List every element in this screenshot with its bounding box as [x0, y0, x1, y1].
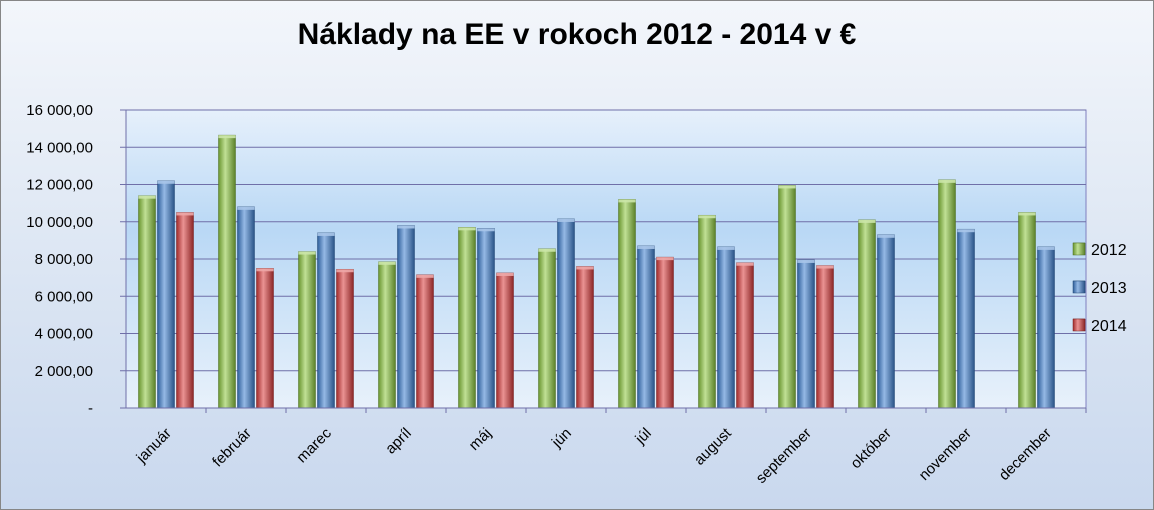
y-tick-label: 14 000,00: [26, 139, 93, 156]
bar-2014-február: [256, 268, 274, 409]
bar-cap: [778, 185, 796, 189]
x-tick-label: marec: [293, 424, 335, 466]
bar-2013-jún: [557, 218, 575, 409]
x-tick-label: október: [847, 425, 894, 472]
bar-2014-september: [816, 265, 834, 409]
bar-2013-február: [237, 206, 255, 409]
bar-cap: [717, 246, 735, 250]
bar-cap: [397, 225, 415, 229]
x-tick-label: máj: [466, 425, 495, 454]
bar-2013-september: [797, 259, 815, 409]
x-tick-label: november: [916, 425, 975, 484]
y-tick-label: 8 000,00: [35, 251, 93, 268]
x-tick-label: december: [996, 425, 1055, 484]
bar-2014-máj: [496, 272, 514, 409]
bar-2013-marec: [317, 232, 335, 409]
y-tick-label: 2 000,00: [35, 363, 93, 380]
bar-2013-november: [957, 228, 975, 409]
bar-cap: [1037, 246, 1055, 250]
bar-cap: [416, 274, 434, 278]
legend-item-2013: 2013: [1072, 280, 1127, 297]
bar-2013-júl: [637, 245, 655, 409]
bar-cap: [736, 262, 754, 266]
legend-item-2014: 2014: [1072, 318, 1127, 335]
bar-2012-júl: [618, 199, 636, 409]
bar-2013-august: [717, 246, 735, 409]
bar-2012-jún: [538, 248, 556, 409]
bar-cap: [637, 245, 655, 249]
x-tick-label: august: [691, 424, 735, 468]
x-tick-label: júl: [631, 425, 654, 448]
bar-2013-október: [877, 234, 895, 409]
bar-cap: [237, 206, 255, 210]
bar-2013-máj: [477, 228, 495, 409]
bar-2012-august: [698, 214, 716, 409]
x-tick-label: september: [753, 425, 815, 487]
y-tick-label: 16 000,00: [26, 102, 93, 119]
bar-cap: [157, 180, 175, 184]
x-tick-label: apríl: [382, 425, 415, 458]
legend-swatch-box: [1072, 280, 1086, 294]
bar-2012-september: [778, 185, 796, 409]
bar-cap: [336, 269, 354, 273]
bar-2012-marec: [298, 251, 316, 409]
bar-cap: [256, 268, 274, 272]
bar-cap: [138, 195, 156, 199]
bar-cap: [496, 272, 514, 276]
bar-2014-marec: [336, 268, 354, 409]
bar-cap: [176, 212, 194, 216]
bar-2013-december: [1037, 246, 1055, 409]
legend-label: 2014: [1091, 318, 1127, 335]
bar-2014-január: [176, 212, 194, 409]
bar-2014-august: [736, 262, 754, 409]
legend-label: 2012: [1091, 242, 1127, 259]
bar-2013-apríl: [397, 225, 415, 409]
y-tick-label: 4 000,00: [35, 326, 93, 343]
x-tick-label: jún: [548, 425, 575, 452]
bar-cap: [538, 248, 556, 252]
bar-2012-december: [1018, 212, 1036, 409]
bar-cap: [458, 227, 476, 231]
bar-cap: [298, 251, 316, 255]
legend-swatch-box: [1072, 318, 1086, 332]
bar-cap: [656, 257, 674, 261]
legend-item-2012: 2012: [1072, 242, 1127, 259]
bar-cap: [858, 219, 876, 223]
y-tick-label: 10 000,00: [26, 214, 93, 231]
legend-label: 2013: [1091, 280, 1127, 297]
y-tick-label: 12 000,00: [26, 177, 93, 194]
bar-2012-máj: [458, 227, 476, 409]
bar-cap: [816, 265, 834, 269]
y-tick-label: -: [88, 400, 93, 417]
bar-cap: [797, 259, 815, 263]
bar-2012-január: [138, 195, 156, 409]
bar-cap: [957, 229, 975, 233]
bar-cap: [877, 234, 895, 238]
legend-swatch-box: [1072, 242, 1086, 256]
bar-2014-júl: [656, 256, 674, 409]
bar-cap: [1018, 212, 1036, 216]
bar-2014-jún: [576, 266, 594, 409]
bar-2012-október: [858, 219, 876, 409]
x-tick-label: január: [133, 425, 175, 467]
bar-2014-apríl: [416, 274, 434, 409]
bar-2013-január: [157, 180, 175, 409]
bar-cap: [698, 215, 716, 219]
bar-cap: [218, 135, 236, 139]
bar-cap: [576, 266, 594, 270]
bar-cap: [618, 199, 636, 203]
bar-cap: [317, 232, 335, 236]
bar-cap: [557, 218, 575, 222]
bar-cap: [477, 228, 495, 232]
bar-2012-apríl: [378, 261, 396, 409]
y-tick-label: 6 000,00: [35, 288, 93, 305]
x-tick-label: február: [209, 425, 255, 471]
bar-2012-február: [218, 134, 236, 409]
bar-cap: [378, 261, 396, 265]
chart-title: Náklady na EE v rokoch 2012 - 2014 v €: [297, 18, 857, 51]
bar-2012-november: [938, 179, 956, 409]
bar-cap: [938, 179, 956, 183]
